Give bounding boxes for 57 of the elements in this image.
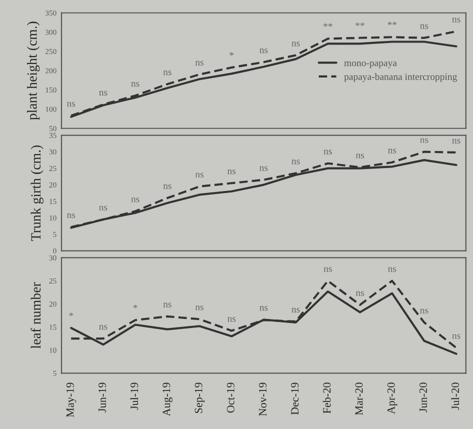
x-tick-label: Oct-19 <box>226 382 234 413</box>
annotation: ns <box>195 306 204 310</box>
annotation: ns <box>195 60 204 66</box>
x-tick-label: Apr-20 <box>387 382 398 414</box>
x-tick-label: Jul-19 <box>130 382 138 410</box>
x-tick-label: Jun-19 <box>98 382 106 412</box>
annotation: ns <box>420 138 428 143</box>
annotation: ns <box>228 317 236 322</box>
annotation: ns <box>452 334 460 339</box>
annotation: ns <box>388 267 396 272</box>
annotation: ns <box>228 170 236 174</box>
annotation: ns <box>195 172 204 178</box>
annotation: ns <box>163 184 172 190</box>
annotation: ns <box>356 291 364 296</box>
annotation: ns <box>163 302 172 308</box>
annotation: ns <box>67 102 76 107</box>
annotation: ns <box>324 267 332 272</box>
annotation: ns <box>163 70 172 76</box>
annotation: ns <box>292 42 300 46</box>
annotation: ns <box>420 308 428 314</box>
x-tick-label: May-19 <box>66 382 76 418</box>
annotation: ns <box>131 198 140 202</box>
annotation: ns <box>452 18 460 22</box>
annotation: ns <box>260 48 268 54</box>
annotation: ** <box>324 23 332 27</box>
annotation: * <box>133 304 138 308</box>
annotation: ns <box>292 160 300 164</box>
x-tick-label: Feb-20 <box>322 382 331 414</box>
annotation: ns <box>420 24 428 29</box>
annotation: ns <box>67 213 76 218</box>
x-tick-label: Mar-20 <box>355 382 363 416</box>
annotation: ns <box>388 148 396 154</box>
x-tick-label: Jul-20 <box>451 382 460 410</box>
annotation: * <box>69 312 74 316</box>
y-axis-title: leaf number <box>30 282 41 349</box>
legend-label: mono-papaya <box>344 62 397 68</box>
x-tick-label: Aug-19 <box>162 382 172 416</box>
annotation: ns <box>99 90 108 96</box>
x-tick-label: Sep-19 <box>194 382 205 413</box>
y-axis-title: Trunk girth (cm.) <box>30 146 44 241</box>
annotation: ns <box>356 154 364 158</box>
legend-label: papaya-banana intercropping <box>344 73 457 82</box>
annotation: ns <box>99 206 108 211</box>
annotation: ns <box>260 166 268 171</box>
x-tick-label: Jun-20 <box>419 382 427 412</box>
annotation: ns <box>292 308 300 313</box>
annotation: ** <box>388 22 396 26</box>
annotation: ns <box>452 138 460 144</box>
annotation: ns <box>131 82 140 87</box>
annotation: ns <box>260 306 268 311</box>
annotation: ** <box>356 22 364 26</box>
x-tick-label: Nov-19 <box>259 382 266 416</box>
x-tick-label: Dec-19 <box>291 382 299 415</box>
annotation: ns <box>324 150 332 154</box>
y-axis-title: plant height (cm.) <box>26 22 40 120</box>
annotation: ns <box>99 324 108 330</box>
annotation: * <box>230 52 234 56</box>
